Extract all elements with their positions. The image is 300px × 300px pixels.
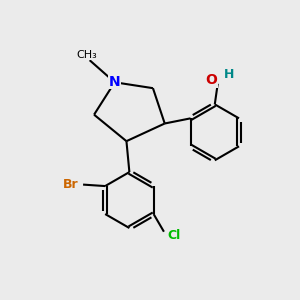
Text: Cl: Cl xyxy=(168,229,181,242)
Text: CH₃: CH₃ xyxy=(76,50,97,60)
Text: H: H xyxy=(224,68,234,81)
Text: N: N xyxy=(109,75,121,89)
Text: Br: Br xyxy=(63,178,79,191)
Text: O: O xyxy=(205,73,217,87)
